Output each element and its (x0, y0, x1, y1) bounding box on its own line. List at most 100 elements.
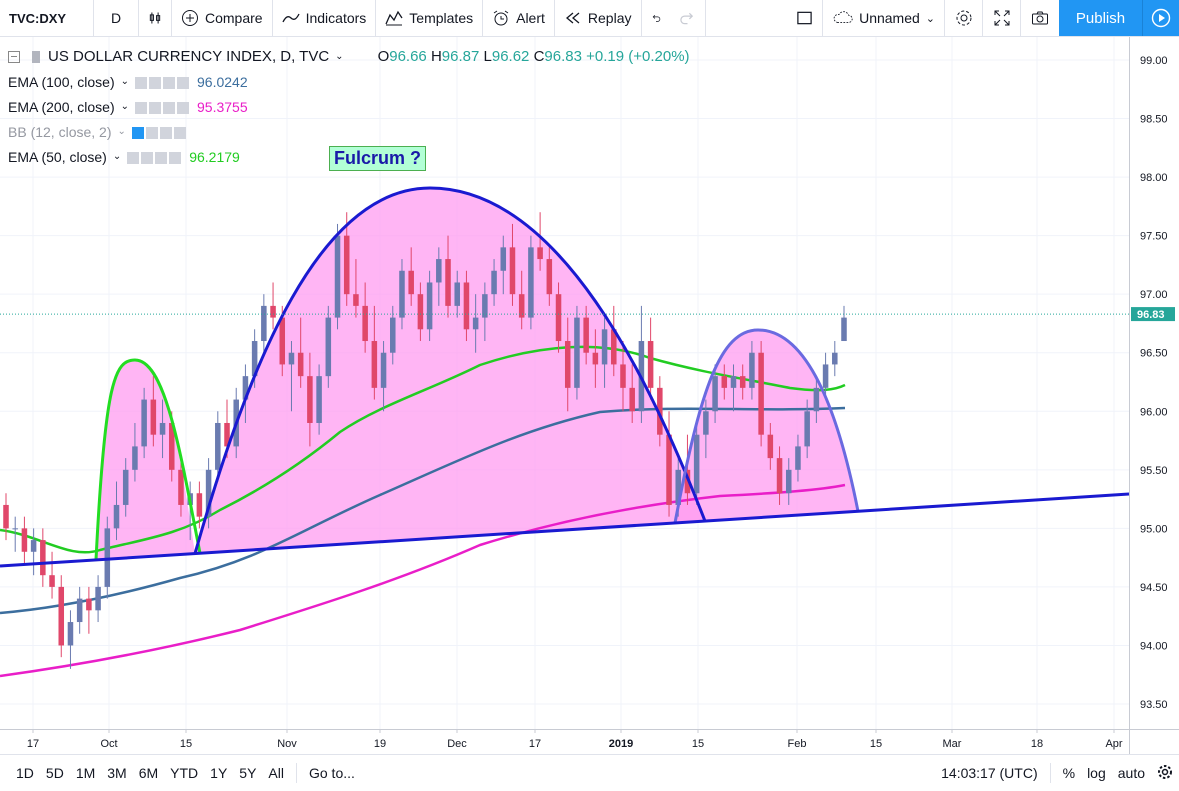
candle-body[interactable] (251, 341, 258, 377)
templates-button[interactable]: Templates (376, 0, 484, 36)
candle-body[interactable] (832, 352, 838, 365)
candle-body[interactable] (132, 446, 138, 470)
candle-body[interactable] (297, 352, 304, 377)
candle-body[interactable] (758, 352, 764, 435)
candle-body[interactable] (261, 305, 267, 342)
candle-body[interactable] (546, 259, 553, 295)
indicators-button[interactable]: Indicators (273, 0, 377, 36)
candle-body[interactable] (785, 469, 792, 494)
percent-toggle[interactable]: % (1062, 765, 1076, 781)
fullscreen-select-button[interactable] (787, 0, 823, 36)
candle-body[interactable] (353, 294, 359, 306)
candle-body[interactable] (574, 317, 580, 388)
range-1d[interactable]: 1D (16, 765, 34, 781)
candle-body[interactable] (611, 329, 617, 365)
candle-body[interactable] (279, 317, 286, 365)
candle-body[interactable] (270, 305, 276, 318)
candle-body[interactable] (40, 540, 46, 576)
indicator-controls[interactable] (135, 74, 191, 90)
candle-body[interactable] (205, 469, 212, 517)
candle-body[interactable] (426, 282, 433, 330)
candle-body[interactable] (325, 317, 332, 377)
indicator-controls[interactable] (135, 99, 191, 115)
legend-indicator-bb[interactable]: BB (12, close, 2) ⌄ (8, 119, 690, 144)
candle-body[interactable] (104, 528, 111, 587)
chart-settings-button[interactable] (1151, 764, 1179, 783)
candle-body[interactable] (362, 305, 368, 342)
alert-button[interactable]: Alert (483, 0, 555, 36)
candle-body[interactable] (288, 352, 295, 365)
candle-body[interactable] (307, 376, 313, 423)
legend-indicator-ema50[interactable]: EMA (50, close) ⌄ 96.2179 (8, 144, 690, 169)
candle-body[interactable] (528, 247, 534, 318)
candle-body[interactable] (380, 352, 387, 388)
indicator-controls[interactable] (127, 149, 183, 165)
candle-body[interactable] (491, 270, 497, 295)
candle-body[interactable] (30, 540, 37, 552)
fulcrum-annotation[interactable]: Fulcrum ? (329, 146, 427, 171)
candle-body[interactable] (822, 364, 829, 388)
candle-body[interactable] (21, 528, 28, 552)
candle-body[interactable] (454, 282, 460, 306)
candle-body[interactable] (242, 376, 249, 400)
candle-body[interactable] (712, 376, 718, 412)
candle-body[interactable] (141, 399, 147, 447)
candle-body[interactable] (629, 387, 635, 412)
candle-body[interactable] (463, 282, 470, 330)
candle-body[interactable] (693, 434, 700, 494)
candle-body[interactable] (445, 259, 451, 306)
publish-button[interactable]: Publish (1059, 0, 1142, 36)
candle-body[interactable] (12, 528, 18, 530)
indicator-controls[interactable] (131, 124, 188, 140)
candle-body[interactable] (334, 235, 341, 318)
candle-body[interactable] (703, 411, 709, 435)
candle-body[interactable] (601, 329, 608, 365)
candle-body[interactable] (224, 422, 230, 447)
candle-body[interactable] (813, 387, 820, 412)
candle-body[interactable] (76, 598, 83, 623)
redo-button[interactable] (670, 0, 706, 36)
candle-body[interactable] (555, 294, 562, 342)
candle-body[interactable] (196, 493, 203, 517)
range-1m[interactable]: 1M (75, 765, 96, 781)
legend-indicator-ema200[interactable]: EMA (200, close) ⌄ 95.3755 (8, 94, 690, 119)
range-6m[interactable]: 6M (138, 765, 159, 781)
compare-button[interactable]: Compare (172, 0, 273, 36)
candle-body[interactable] (767, 434, 774, 459)
legend-indicator-ema100[interactable]: EMA (100, close) ⌄ 96.0242 (8, 69, 690, 94)
candle-body[interactable] (159, 422, 166, 435)
candle-body[interactable] (215, 422, 221, 470)
replay-button[interactable]: Replay (555, 0, 642, 36)
chevron-down-icon[interactable]: ⌄ (120, 101, 129, 112)
candle-body[interactable] (721, 376, 728, 388)
symbol-search[interactable]: TVC:DXY (0, 0, 94, 36)
play-button[interactable] (1142, 0, 1179, 36)
candle-body[interactable] (730, 376, 737, 388)
fullscreen-button[interactable] (983, 0, 1021, 36)
candle-body[interactable] (684, 469, 691, 494)
auto-toggle[interactable]: auto (1117, 765, 1145, 781)
candle-body[interactable] (95, 586, 101, 611)
candle-body[interactable] (620, 364, 626, 388)
candle-body[interactable] (739, 376, 746, 388)
candle-body[interactable] (675, 469, 682, 505)
candle-body[interactable] (371, 341, 378, 388)
range-5y[interactable]: 5Y (239, 765, 257, 781)
candle-body[interactable] (666, 434, 672, 505)
candle-body[interactable] (472, 317, 479, 330)
candle-body[interactable] (841, 317, 847, 342)
chevron-down-icon[interactable]: ⌄ (112, 151, 122, 162)
candle-body[interactable] (776, 458, 783, 494)
range-1y[interactable]: 1Y (210, 765, 228, 781)
undo-button[interactable] (642, 0, 670, 36)
interval-button[interactable]: D (94, 0, 139, 36)
candle-body[interactable] (657, 387, 663, 435)
chevron-down-icon[interactable]: ⌄ (335, 51, 344, 62)
candle-body[interactable] (749, 352, 755, 388)
candle-body[interactable] (408, 270, 414, 295)
candle-body[interactable] (113, 504, 120, 529)
candle-body[interactable] (399, 270, 405, 318)
candle-body[interactable] (482, 294, 488, 318)
candle-body[interactable] (804, 411, 810, 447)
candle-body[interactable] (150, 399, 157, 435)
